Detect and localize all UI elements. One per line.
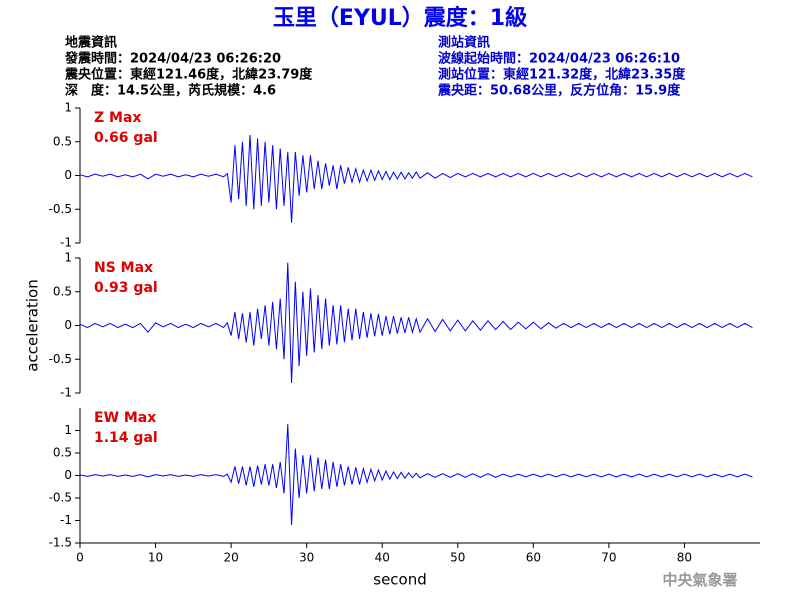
y-tick-label: 0 [64,468,72,482]
y-tick-label: 0.5 [53,284,72,298]
y-tick-label: -0.5 [49,202,72,216]
y-tick-label: 0.5 [53,446,72,460]
x-tick-label: 10 [148,551,163,565]
header-left: 深 度：14.5公里，芮氏規模：4.6 [65,83,276,99]
x-tick-label: 50 [450,551,465,565]
header-right: 測站位置：東經121.32度，北緯23.35度 [438,67,686,83]
y-tick-label: 1 [64,423,72,437]
y-tick-label: -1 [60,386,72,400]
annotation: 1.14 gal [94,430,158,446]
y-tick-label: -1 [60,513,72,527]
y-tick-label: 1 [64,101,72,115]
header-left: 地震資訊 [65,35,117,51]
title: 玉里（EYUL）震度：1級 [273,5,527,31]
x-axis-label: second [373,571,427,589]
x-tick-label: 70 [601,551,616,565]
y-tick-label: 0.5 [53,134,72,148]
annotation: EW Max [94,410,156,426]
header-right: 測站資訊 [438,35,490,51]
header-right: 波線起始時間：2024/04/23 06:26:10 [438,51,680,67]
y-tick-label: -1.5 [49,536,72,550]
x-tick-label: 80 [677,551,692,565]
header-left: 發震時間：2024/04/23 06:26:20 [64,51,281,67]
y-axis-label: acceleration [24,279,42,371]
x-tick-label: 60 [526,551,541,565]
y-tick-label: -1 [60,236,72,250]
x-tick-label: 20 [223,551,238,565]
x-tick-label: 40 [375,551,390,565]
header-left: 震央位置：東經121.46度，北緯23.79度 [64,67,313,83]
footer: 中央氣象署 [662,571,737,589]
y-tick-label: 1 [64,251,72,265]
y-tick-label: 0 [64,318,72,332]
annotation: 0.66 gal [94,130,158,146]
annotation: NS Max [94,260,153,276]
header-right: 震央距：50.68公里，反方位角：15.9度 [437,83,681,99]
x-tick-label: 30 [299,551,314,565]
annotation: Z Max [94,110,141,126]
y-tick-label: -0.5 [49,491,72,505]
waveform [79,424,753,526]
x-tick-label: 0 [76,551,84,565]
y-tick-label: -0.5 [49,352,72,366]
waveform [79,262,753,383]
annotation: 0.93 gal [94,280,158,296]
y-tick-label: 0 [64,168,72,182]
waveform [79,134,753,223]
